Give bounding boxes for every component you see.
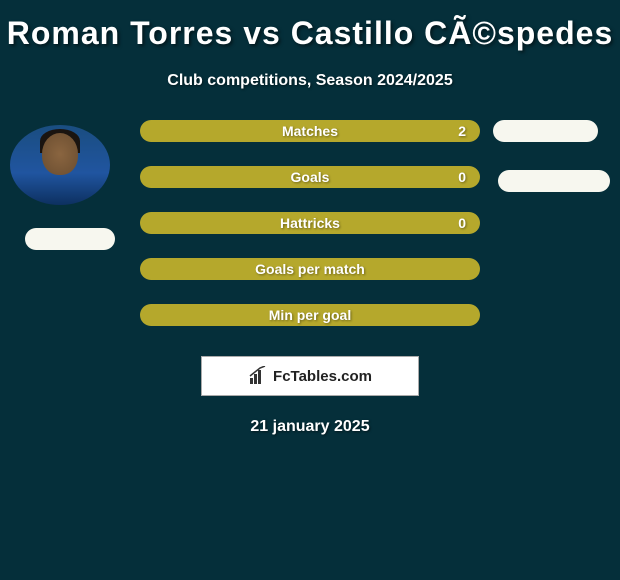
stat-label: Goals — [174, 169, 446, 185]
stat-bar-goals-per-match: Goals per match — [140, 258, 480, 280]
content-row: Matches 2 Goals 0 Hattricks 0 Goals per … — [0, 120, 620, 326]
comparison-container: Roman Torres vs Castillo CÃ©spedes Club … — [0, 0, 620, 446]
avatar-background — [10, 125, 110, 205]
stat-bar-min-per-goal: Min per goal — [140, 304, 480, 326]
avatar-face — [42, 133, 78, 175]
stat-label: Matches — [174, 123, 446, 139]
logo-box[interactable]: FcTables.com — [201, 356, 419, 396]
player-avatar-left — [10, 125, 110, 205]
logo-text: FcTables.com — [273, 368, 372, 385]
stat-value: 2 — [446, 123, 466, 139]
page-title: Roman Torres vs Castillo CÃ©spedes — [7, 15, 613, 52]
stat-label: Goals per match — [154, 261, 466, 277]
stat-bar-goals: Goals 0 — [140, 166, 480, 188]
stat-label: Hattricks — [174, 215, 446, 231]
stat-bar-hattricks: Hattricks 0 — [140, 212, 480, 234]
subtitle: Club competitions, Season 2024/2025 — [167, 72, 452, 90]
stat-label: Min per goal — [154, 307, 466, 323]
stat-value: 0 — [446, 215, 466, 231]
stat-value: 0 — [446, 169, 466, 185]
stat-bars: Matches 2 Goals 0 Hattricks 0 Goals per … — [140, 120, 480, 326]
right-blank-pill-2 — [498, 170, 610, 192]
right-blank-pill-1 — [493, 120, 598, 142]
left-blank-pill — [25, 228, 115, 250]
stat-bar-matches: Matches 2 — [140, 120, 480, 142]
date-text: 21 january 2025 — [250, 418, 369, 436]
chart-icon — [248, 366, 268, 386]
